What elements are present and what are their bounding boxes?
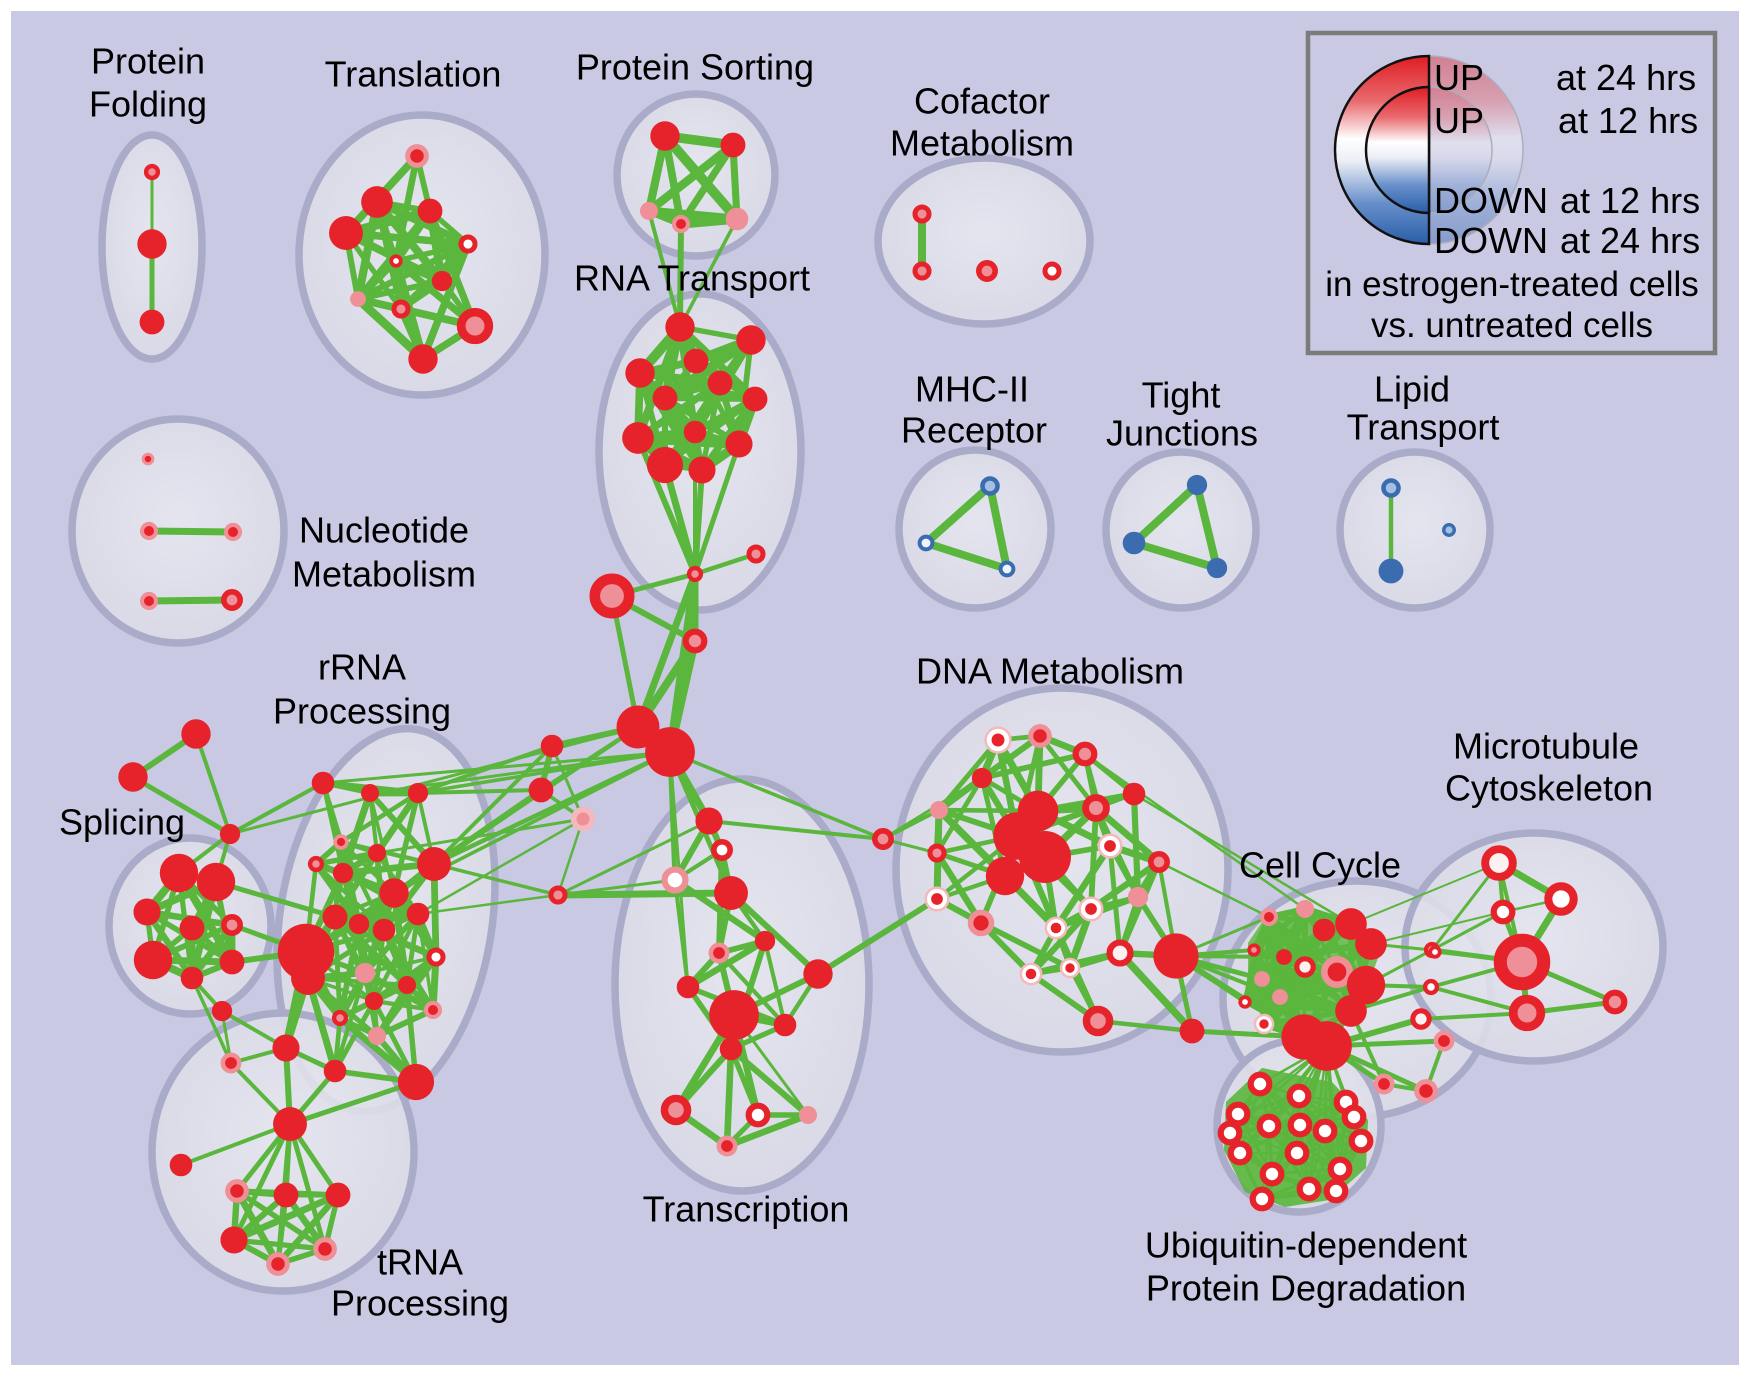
svg-text:Cytoskeleton: Cytoskeleton [1445,768,1653,809]
svg-text:at 24 hrs: at 24 hrs [1556,57,1696,98]
svg-text:vs. untreated cells: vs. untreated cells [1371,306,1653,345]
svg-text:Protein Sorting: Protein Sorting [576,47,814,88]
svg-text:Protein: Protein [91,41,205,82]
svg-text:MHC-II: MHC-II [915,369,1029,410]
svg-text:Microtubule: Microtubule [1453,726,1639,767]
svg-text:Splicing: Splicing [59,802,185,843]
svg-text:RNA Transport: RNA Transport [574,258,810,299]
svg-text:Folding: Folding [89,84,207,125]
svg-text:Cofactor: Cofactor [914,81,1050,122]
svg-text:Tight: Tight [1142,375,1221,416]
svg-text:Processing: Processing [331,1283,509,1324]
svg-text:tRNA: tRNA [377,1242,463,1283]
svg-text:UP: UP [1434,100,1484,141]
svg-text:Translation: Translation [325,54,502,95]
svg-text:at 24 hrs: at 24 hrs [1560,220,1700,261]
svg-text:UP: UP [1434,57,1484,98]
svg-text:Receptor: Receptor [901,410,1047,451]
svg-text:Cell Cycle: Cell Cycle [1239,845,1401,886]
svg-text:DNA Metabolism: DNA Metabolism [916,651,1184,692]
svg-text:at 12 hrs: at 12 hrs [1558,100,1698,141]
svg-text:Nucleotide: Nucleotide [299,510,469,551]
svg-text:Lipid: Lipid [1374,369,1450,410]
svg-text:Transport: Transport [1347,407,1500,448]
svg-text:Transcription: Transcription [643,1189,850,1230]
svg-text:DOWN: DOWN [1434,220,1548,261]
svg-text:Metabolism: Metabolism [292,554,476,595]
svg-text:Metabolism: Metabolism [890,123,1074,164]
svg-text:at 12 hrs: at 12 hrs [1560,180,1700,221]
svg-text:in estrogen-treated cells: in estrogen-treated cells [1325,265,1699,304]
svg-text:rRNA: rRNA [318,647,406,688]
svg-text:Processing: Processing [273,691,451,732]
svg-text:Junctions: Junctions [1106,413,1258,454]
svg-text:Ubiquitin-dependent: Ubiquitin-dependent [1145,1225,1467,1266]
svg-text:Protein Degradation: Protein Degradation [1146,1268,1466,1309]
svg-text:DOWN: DOWN [1434,180,1548,221]
